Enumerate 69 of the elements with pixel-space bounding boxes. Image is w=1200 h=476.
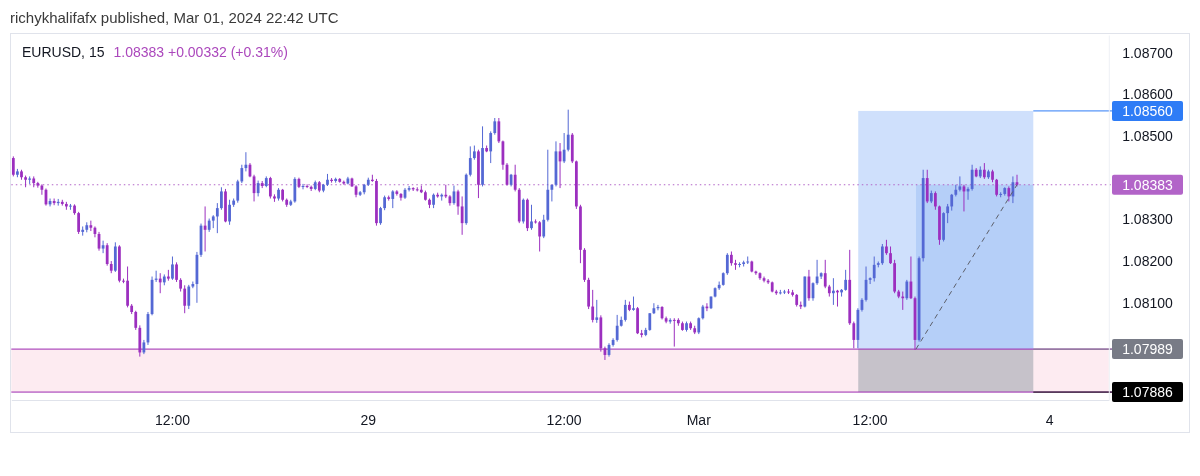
candlestick (934, 190, 937, 211)
candlestick (542, 214, 546, 239)
candlestick (958, 175, 962, 192)
x-tick-label: 12:00 (154, 411, 191, 428)
candlestick (220, 186, 223, 211)
ref-line-label: 1.08560 (1122, 102, 1174, 119)
candlestick (460, 195, 464, 236)
candlestick (534, 218, 537, 225)
y-tick-label: 1.08500 (1122, 127, 1174, 144)
candlestick (615, 314, 619, 343)
candlestick (293, 176, 297, 204)
y-tick-label: 1.08200 (1122, 253, 1174, 270)
y-tick-label: 1.08700 (1122, 44, 1174, 61)
candlestick (868, 276, 872, 285)
candlestick (215, 202, 219, 234)
candlestick (595, 299, 599, 324)
candlestick (468, 145, 472, 177)
x-tick-label: 29 (360, 411, 377, 428)
text: EURUSD, 15 (22, 44, 105, 60)
candlestick (844, 269, 848, 292)
candlestick (497, 117, 501, 144)
text: 1.08383 +0.00332 (+0.31%) (113, 44, 288, 60)
candlestick (521, 198, 525, 225)
candlestick (154, 270, 158, 283)
x-tick-label: 4 (1045, 411, 1054, 428)
candlestick (228, 199, 231, 226)
candlestick (105, 242, 109, 267)
ref-line-label: 1.07886 (1122, 383, 1174, 400)
candlestick (566, 109, 570, 152)
text: richykhalifafx published, Mar 01, 2024 22:42 UTC (10, 9, 339, 26)
candlestick (171, 256, 174, 281)
ref-line-label: 1.08383 (1122, 176, 1174, 193)
ref-line-label: 1.07989 (1122, 341, 1174, 358)
candlestick (187, 284, 191, 310)
candlestick (395, 189, 399, 197)
y-tick-label: 1.08100 (1122, 294, 1174, 311)
candlestick (880, 243, 884, 266)
candlestick (268, 176, 272, 200)
candlestick (970, 164, 974, 192)
candlestick (513, 164, 517, 192)
candlestick (591, 289, 595, 323)
candlestick (52, 198, 56, 206)
x-tick-label: 12:00 (852, 411, 888, 428)
candlestick (872, 256, 876, 283)
x-tick-label: 12:00 (546, 411, 582, 428)
candlestick (905, 279, 909, 301)
candlestick (11, 155, 15, 177)
candlestick (946, 203, 950, 224)
candlestick (175, 261, 178, 283)
candlestick (823, 259, 827, 289)
candlestick (89, 220, 93, 232)
candlestick (158, 272, 162, 294)
candlestick (562, 132, 566, 164)
candlestick (538, 220, 542, 252)
candlestick (236, 179, 240, 204)
candlestick (725, 252, 729, 276)
candlestick (623, 299, 627, 323)
candlestick (183, 284, 187, 314)
y-tick-label: 1.08300 (1122, 211, 1174, 228)
candlestick (530, 204, 533, 231)
candlestick (134, 310, 138, 331)
candlestick (240, 164, 244, 184)
candlestick (489, 130, 493, 164)
y-tick-label: 1.08600 (1122, 86, 1174, 103)
x-tick-label: Mar (686, 411, 712, 428)
candlestick (672, 317, 676, 348)
candlestick (852, 321, 856, 349)
candlestick (77, 211, 81, 235)
candlestick (925, 169, 929, 204)
